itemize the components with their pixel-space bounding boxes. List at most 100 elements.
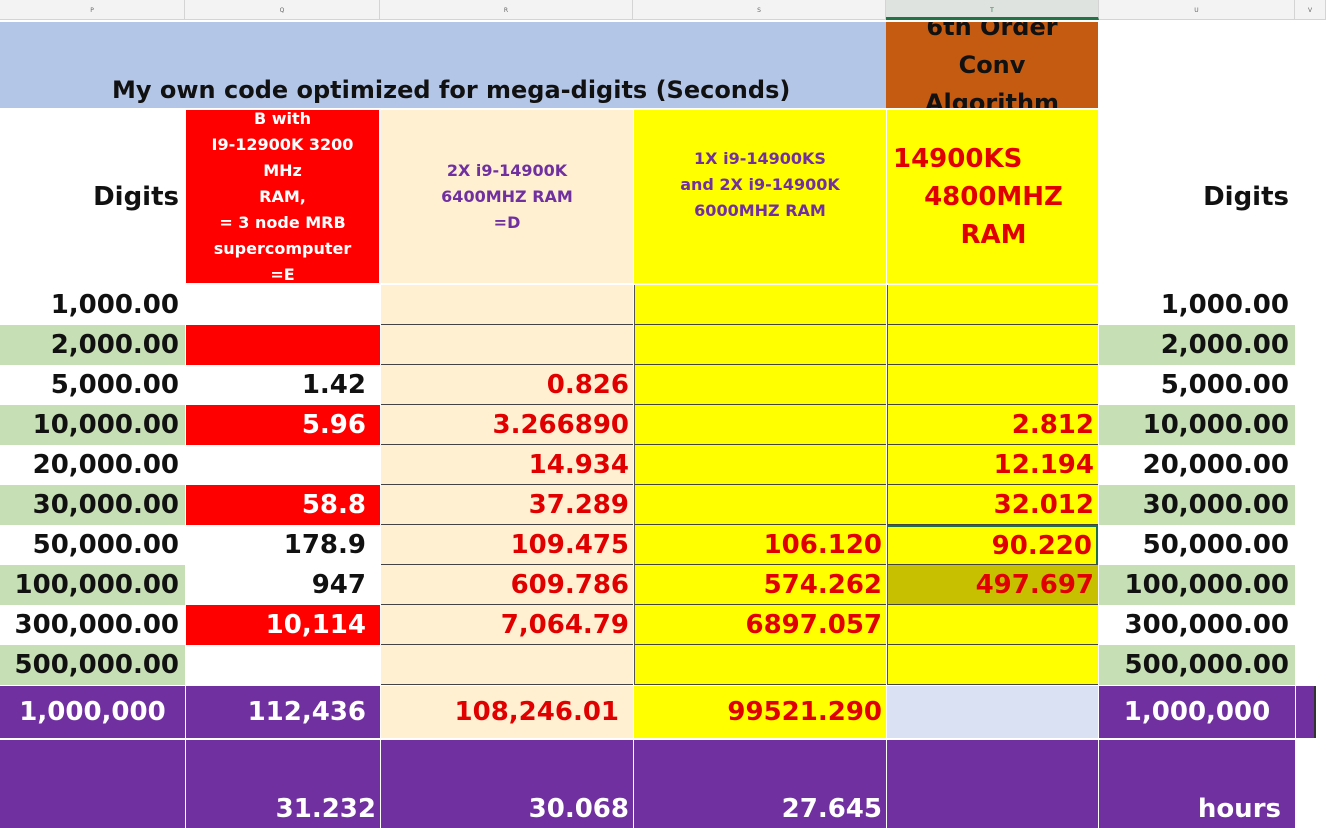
row-1-digits-cell[interactable]: 1,000.00 — [50, 290, 179, 320]
hours-s-cell[interactable]: 27.645 — [634, 740, 886, 828]
row-2-d-cell[interactable] — [381, 325, 633, 365]
col-s-header-line: 1X i9-14900KS — [694, 149, 826, 168]
algorithm-header[interactable]: 6th Order Conv Algorithm — [886, 22, 1098, 108]
hours-d-cell[interactable]: 30.068 — [381, 740, 633, 828]
column-header-s[interactable]: S — [633, 0, 886, 20]
col-s-header[interactable]: 1X i9-14900KS and 2X i9-14900K 6000MHZ R… — [634, 110, 886, 283]
row-7-digits-r-cell[interactable]: 50,000.00 — [1142, 530, 1289, 560]
hours-p-cell[interactable] — [0, 740, 185, 828]
row-4-s-cell[interactable] — [634, 405, 886, 445]
row-8-t-cell[interactable]: 497.697 — [887, 565, 1098, 605]
row-8-d-cell[interactable]: 609.786 — [381, 565, 633, 605]
col-b-header-line: = 3 node MRB — [219, 212, 346, 232]
row-3-b-cell[interactable]: 1.42 — [301, 370, 366, 400]
col-b-header[interactable]: B with I9-12900K 3200 MHz RAM, = 3 node … — [186, 110, 379, 283]
row-6-s-cell[interactable] — [634, 485, 886, 525]
row-9-b-cell[interactable]: 10,114 — [186, 605, 380, 645]
row-1-d-cell[interactable] — [381, 285, 633, 325]
row-4-digits-cell[interactable]: 10,000.00 — [0, 405, 185, 445]
col-d-header[interactable]: 2X i9-14900K 6400MHZ RAM =D — [381, 110, 633, 283]
row-9-digits-r-cell[interactable]: 300,000.00 — [1124, 610, 1289, 640]
row-3-d-cell[interactable]: 0.826 — [381, 365, 633, 405]
row-3-s-cell[interactable] — [634, 365, 886, 405]
row-10-digits-cell[interactable]: 500,000.00 — [0, 645, 185, 685]
row-3-t-cell[interactable] — [887, 365, 1098, 405]
row-8-digits-r-cell[interactable]: 100,000.00 — [1099, 565, 1295, 605]
row-4-digits-r-cell[interactable]: 10,000.00 — [1099, 405, 1295, 445]
row-6-b-cell[interactable]: 58.8 — [186, 485, 380, 525]
row-6-d-cell[interactable]: 37.289 — [381, 485, 633, 525]
million-d-cell[interactable]: 108,246.01 — [381, 686, 633, 738]
row-2-s-cell[interactable] — [634, 325, 886, 365]
row-10-digits-r-cell[interactable]: 500,000.00 — [1099, 645, 1295, 685]
row-5-s-cell[interactable] — [634, 445, 886, 485]
row-6-digits-r-cell[interactable]: 30,000.00 — [1099, 485, 1295, 525]
row-7-b-cell[interactable]: 178.9 — [283, 530, 366, 560]
hours-label-cell[interactable]: hours — [1099, 740, 1295, 828]
row-6-digits-cell[interactable]: 30,000.00 — [0, 485, 185, 525]
row-1-b-cell[interactable] — [186, 285, 380, 325]
row-2-b-cell[interactable] — [186, 325, 380, 365]
row-3-digits-cell[interactable]: 5,000.00 — [50, 370, 179, 400]
row-5-t-cell[interactable]: 12.194 — [887, 445, 1098, 485]
row-6-t-cell[interactable]: 32.012 — [887, 485, 1098, 525]
row-5-d-cell[interactable]: 14.934 — [381, 445, 633, 485]
row-2-digits-r-cell[interactable]: 2,000.00 — [1099, 325, 1295, 365]
row-9-digits-cell[interactable]: 300,000.00 — [14, 610, 179, 640]
row-9-s-cell[interactable]: 6897.057 — [634, 605, 886, 645]
algorithm-header-line2: Conv Algorithm — [924, 51, 1060, 108]
col-d-header-line: 2X i9-14900K — [446, 160, 568, 180]
row-5-b-cell[interactable] — [186, 445, 380, 485]
row-1-t-cell[interactable] — [887, 285, 1098, 325]
column-header-p[interactable]: P — [0, 0, 185, 20]
row-1-digits-r-cell[interactable]: 1,000.00 — [1160, 290, 1289, 320]
col-t-header-line: 4800MHZ RAM — [924, 181, 1063, 250]
million-t-cell[interactable] — [887, 686, 1098, 738]
algorithm-header-line1: 6th Order — [926, 22, 1058, 41]
million-b-cell[interactable]: 112,436 — [186, 686, 380, 738]
digits-header-right[interactable]: Digits — [1203, 182, 1289, 212]
digits-header-left[interactable]: Digits — [93, 182, 179, 212]
row-9-d-cell[interactable]: 7,064.79 — [381, 605, 633, 645]
row-7-t-cell[interactable]: 90.220 — [887, 525, 1098, 565]
col-t-header[interactable]: 14900KS 4800MHZ RAM — [887, 110, 1098, 283]
column-header-u[interactable]: U — [1099, 0, 1295, 20]
col-b-header-line: supercomputer — [213, 238, 352, 258]
col-s-header-line: and 2X i9-14900K — [680, 175, 840, 194]
column-header-r[interactable]: R — [380, 0, 633, 20]
row-4-b-cell[interactable]: 5.96 — [186, 405, 380, 445]
million-s-cell[interactable]: 99521.290 — [634, 686, 886, 738]
row-8-s-cell[interactable]: 574.262 — [634, 565, 886, 605]
row-5-digits-r-cell[interactable]: 20,000.00 — [1142, 450, 1289, 480]
row-8-b-cell[interactable]: 947 — [311, 570, 366, 600]
row-10-d-cell[interactable] — [381, 645, 633, 685]
row-7-d-cell[interactable]: 109.475 — [381, 525, 633, 565]
row-1-s-cell[interactable] — [634, 285, 886, 325]
column-header-t[interactable]: T — [886, 0, 1099, 20]
row-10-t-cell[interactable] — [887, 645, 1098, 685]
row-10-s-cell[interactable] — [634, 645, 886, 685]
row-9-t-cell[interactable] — [887, 605, 1098, 645]
million-digits-cell[interactable]: 1,000,000 — [0, 686, 185, 738]
hours-b-cell[interactable]: 31.232 — [186, 740, 380, 828]
row-10-b-cell[interactable] — [186, 645, 380, 685]
row-2-digits-cell[interactable]: 2,000.00 — [0, 325, 185, 365]
col-s-header-line: 6000MHZ RAM — [694, 201, 826, 220]
million-v-cell[interactable] — [1296, 686, 1316, 738]
row-4-d-cell[interactable]: 3.266890 — [381, 405, 633, 445]
column-header-bar: P Q R S T U V — [0, 0, 1326, 20]
row-4-t-cell[interactable]: 2.812 — [887, 405, 1098, 445]
col-b-header-line: =E — [270, 264, 295, 284]
column-header-v[interactable]: V — [1295, 0, 1326, 20]
row-5-digits-cell[interactable]: 20,000.00 — [32, 450, 179, 480]
row-7-s-cell[interactable]: 106.120 — [634, 525, 886, 565]
million-digits-right-cell[interactable]: 1,000,000 — [1099, 686, 1295, 738]
column-header-q[interactable]: Q — [185, 0, 380, 20]
col-b-header-line: B with — [253, 110, 312, 128]
row-2-t-cell[interactable] — [887, 325, 1098, 365]
row-7-digits-cell[interactable]: 50,000.00 — [32, 530, 179, 560]
row-8-digits-cell[interactable]: 100,000.00 — [0, 565, 185, 605]
row-3-digits-r-cell[interactable]: 5,000.00 — [1160, 370, 1289, 400]
sheet-title[interactable]: My own code optimized for mega-digits (S… — [0, 22, 886, 108]
hours-t-cell[interactable] — [887, 740, 1098, 828]
